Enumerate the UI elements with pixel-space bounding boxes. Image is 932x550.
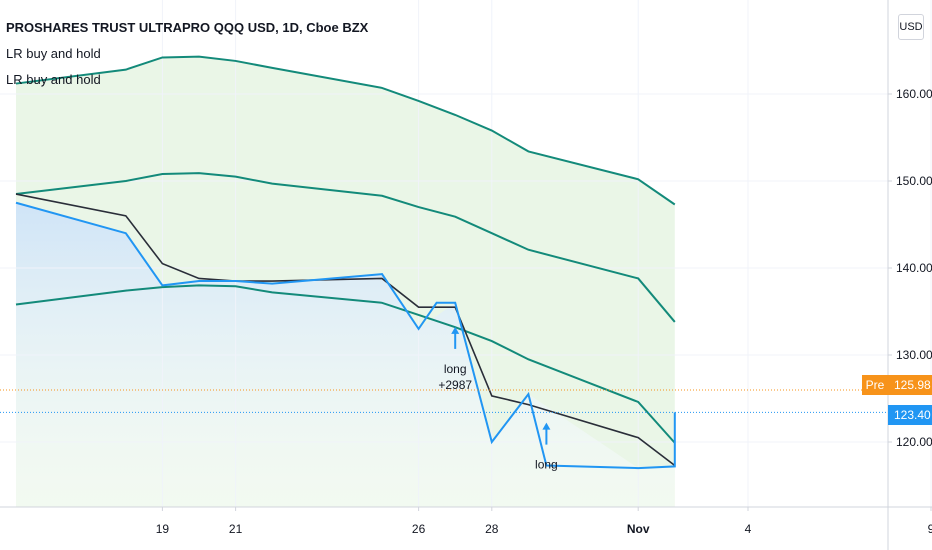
signal-arrow-icon [451, 326, 460, 334]
y-tick-label: 140.00 [896, 261, 932, 275]
signal-profit-label: +2987 [438, 378, 472, 392]
x-tick-label: 21 [229, 522, 243, 536]
lower-channel-line [15, 284, 676, 444]
x-tick-label: 4 [745, 522, 752, 536]
pre-market-label: Pre [862, 375, 888, 395]
last-price-tag: 123.40 [888, 405, 932, 425]
x-tick-label: 9 [928, 522, 932, 536]
x-tick-label: Nov [627, 522, 650, 536]
pre-market-price-tag: 125.98 [888, 375, 932, 395]
upper-channel-line [15, 55, 676, 206]
y-tick-label: 120.00 [896, 435, 932, 449]
strategy-equity-line [15, 193, 676, 467]
middle-channel-line [15, 172, 676, 323]
chart-title: PROSHARES TRUST ULTRAPRO QQQ USD, 1D, Cb… [6, 20, 369, 35]
x-tick-label: 28 [485, 522, 499, 536]
signal-label: long [535, 458, 558, 472]
price-line [15, 201, 676, 470]
x-tick-label: 19 [156, 522, 170, 536]
y-tick-label: 130.00 [896, 348, 932, 362]
y-tick-label: 150.00 [896, 174, 932, 188]
signal-arrow-icon [542, 422, 551, 430]
currency-button[interactable]: USD [898, 14, 924, 40]
signal-label: long [444, 362, 467, 376]
indicator-label-2[interactable]: LR buy and hold [6, 72, 101, 87]
y-tick-label: 160.00 [896, 87, 932, 101]
indicator-label-1[interactable]: LR buy and hold [6, 46, 101, 61]
x-tick-label: 26 [412, 522, 426, 536]
